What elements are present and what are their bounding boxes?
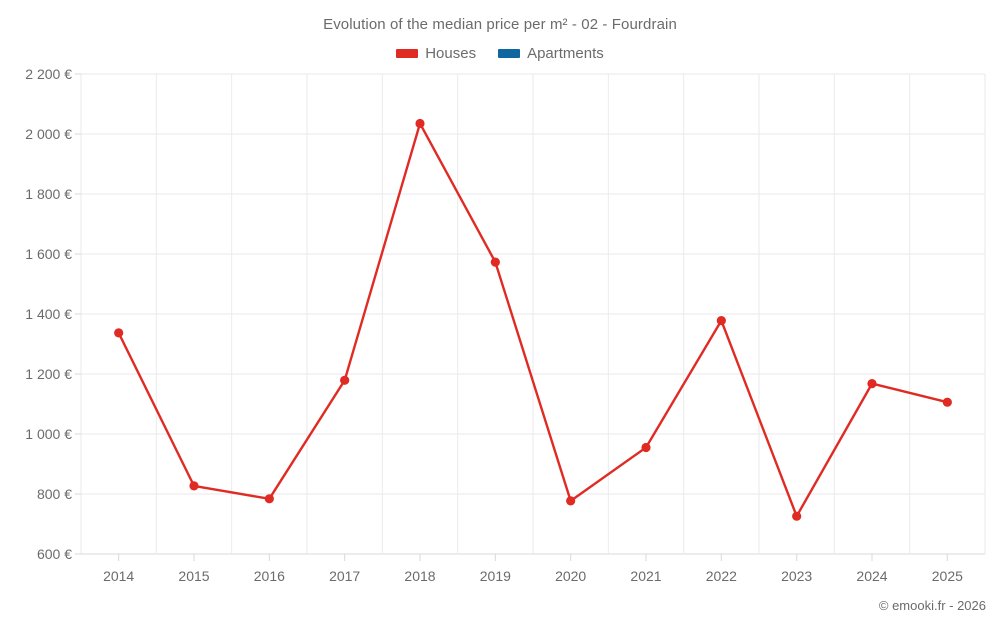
data-point-houses[interactable] (264, 494, 274, 504)
y-axis-label: 2 000 € (25, 126, 72, 142)
y-axis-label: 600 € (36, 546, 72, 562)
data-point-houses[interactable] (340, 375, 350, 385)
x-axis-label: 2023 (781, 568, 813, 584)
series-lines (117, 122, 949, 518)
x-axis-label: 2019 (479, 568, 511, 584)
data-point-houses[interactable] (716, 316, 726, 326)
y-axis-label: 2 200 € (25, 66, 72, 82)
x-axis-label: 2015 (178, 568, 210, 584)
data-point-houses[interactable] (415, 118, 425, 129)
y-axis-label: 1 800 € (25, 186, 72, 202)
footer-credit: © emooki.fr - 2026 (878, 598, 986, 613)
x-axis-label: 2021 (630, 568, 662, 584)
y-axis-label: 1 600 € (25, 246, 72, 262)
x-axis-label: 2018 (404, 568, 436, 584)
x-axis-label: 2025 (931, 568, 963, 584)
x-axis-label: 2017 (329, 568, 361, 584)
legend-swatch-apartments-icon (498, 49, 521, 58)
x-axis-label: 2022 (705, 568, 737, 584)
y-axis-label: 800 € (36, 486, 72, 502)
legend-label-houses: Houses (425, 45, 477, 62)
series-markers (114, 118, 952, 521)
data-point-houses[interactable] (490, 257, 500, 267)
legend-label-apartments: Apartments (527, 45, 604, 62)
data-point-houses[interactable] (189, 481, 199, 491)
x-axis-label: 2014 (103, 568, 135, 584)
chart-legend: Houses Apartments (0, 45, 1000, 62)
legend-item-apartments[interactable]: Apartments (498, 45, 604, 62)
data-point-houses[interactable] (114, 328, 124, 338)
series-line-houses (117, 122, 949, 518)
data-point-houses[interactable] (566, 496, 576, 506)
x-axis-label: 2020 (555, 568, 587, 584)
data-point-houses[interactable] (867, 379, 877, 389)
chart-title: Evolution of the median price per m² - 0… (323, 16, 677, 33)
y-axis-label: 1 400 € (25, 306, 72, 322)
y-axis-label: 1 000 € (25, 426, 72, 442)
data-point-houses[interactable] (942, 397, 952, 407)
data-point-houses[interactable] (641, 442, 651, 453)
grid-lines (75, 73, 986, 561)
legend-item-houses[interactable]: Houses (396, 45, 476, 62)
data-point-houses[interactable] (792, 511, 802, 521)
x-axis-label: 2016 (253, 568, 285, 584)
x-axis-label: 2024 (856, 568, 888, 584)
y-axis-label: 1 200 € (25, 366, 72, 382)
y-axis-labels: 600 € 800 € 1 000 € 1 200 € 1 400 € 1 600 € 1 … (0, 0, 72, 625)
legend-swatch-houses-icon (396, 49, 419, 58)
